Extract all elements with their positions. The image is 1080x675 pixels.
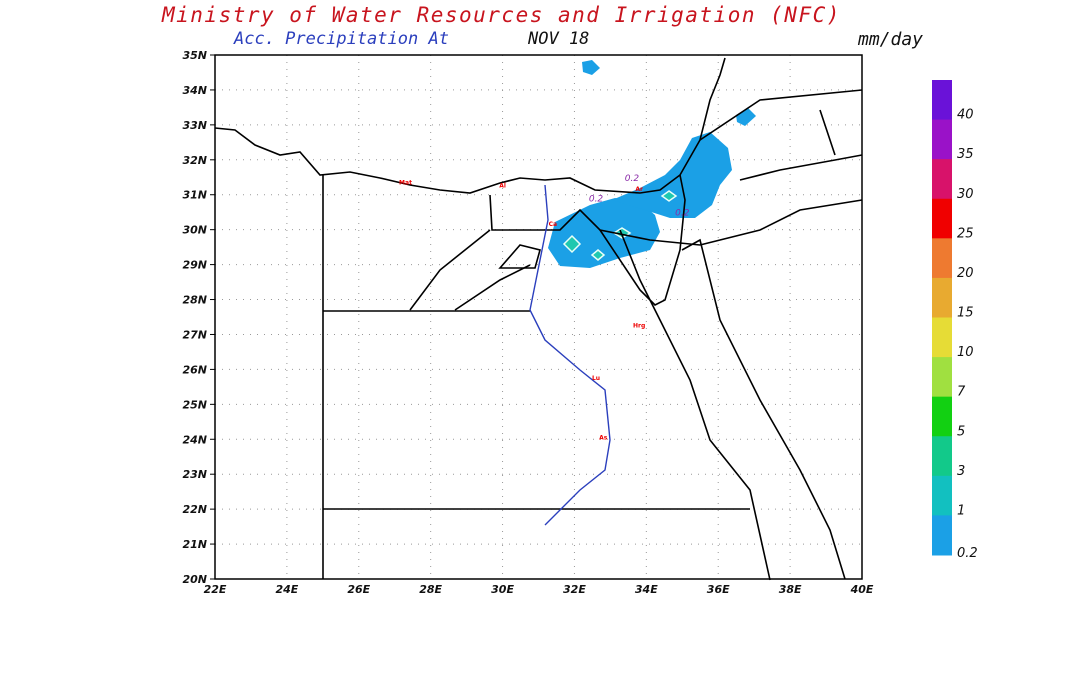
- lat-label: 21N: [182, 538, 207, 551]
- colorbar-swatch: [932, 396, 952, 437]
- lon-label: 30E: [491, 583, 514, 596]
- lon-label: 40E: [850, 583, 874, 596]
- colorbar-swatch: [932, 277, 952, 318]
- colorbar-level-label: 15: [957, 306, 974, 321]
- nile-river: [529, 184, 611, 526]
- colorbar-level-label: 5: [957, 424, 965, 439]
- colorbar-swatch: [932, 475, 952, 516]
- lat-label: 25N: [182, 398, 207, 411]
- rain-area-north: [582, 60, 600, 75]
- lat-label: 22N: [182, 503, 207, 516]
- colorbar-level-label: 10: [957, 345, 974, 360]
- station-label: Ar: [635, 186, 643, 193]
- lat-label: 34N: [182, 84, 207, 97]
- colorbar-level-label: 25: [957, 226, 974, 241]
- station-label: Lu: [592, 375, 600, 382]
- units-label: mm/day: [858, 29, 924, 50]
- lat-label: 33N: [182, 119, 207, 132]
- map-frame: [214, 54, 863, 580]
- contour-labels: 0.2 0.2 0.2: [589, 174, 690, 219]
- station-label: As: [599, 434, 608, 441]
- contour-label: 0.2: [625, 174, 640, 184]
- rain-area-delta: [548, 198, 660, 268]
- colorbar-level-label: 40: [957, 108, 974, 123]
- colorbar-level-label: 30: [957, 187, 974, 202]
- coastlines-borders: [214, 57, 863, 581]
- colorbar-level-label: 35: [957, 147, 974, 162]
- colorbar-swatch: [932, 159, 952, 200]
- contour-label: 0.2: [675, 209, 690, 219]
- colorbar-swatch: [932, 515, 952, 556]
- rain-area-levant: [736, 108, 756, 126]
- colorbar-level-label: 20: [957, 266, 974, 281]
- lon-label: 38E: [779, 583, 802, 596]
- colorbar-level-label: 1: [957, 503, 965, 518]
- map-subtitle: Acc. Precipitation At: [234, 29, 449, 49]
- lon-label: 34E: [635, 583, 658, 596]
- colorbar-swatch: [932, 238, 952, 279]
- colorbar-legend: 40 35 30 25 20 15 10 7 5 3 1 0.2: [932, 80, 978, 561]
- station-label: Al: [499, 183, 506, 190]
- map-date: NOV 18: [528, 29, 590, 49]
- colorbar-level-label: 0.2: [957, 546, 978, 561]
- station-label: Ca: [549, 221, 557, 228]
- lat-label: 20N: [182, 573, 207, 586]
- colorbar-level-label: 3: [957, 464, 965, 479]
- rain-area-sinai: [612, 132, 732, 218]
- precipitation-areas: [548, 60, 756, 268]
- gridlines: [214, 54, 863, 580]
- colorbar-swatch: [932, 198, 952, 239]
- lon-label: 28E: [419, 583, 442, 596]
- lat-label: 28N: [182, 294, 207, 307]
- colorbar-swatch: [932, 119, 952, 160]
- colorbar-swatch: [932, 436, 952, 477]
- lon-label: 36E: [707, 583, 730, 596]
- lat-label: 31N: [182, 189, 207, 202]
- station-label: Mat: [399, 179, 412, 186]
- lat-label: 24N: [182, 433, 207, 446]
- lat-label: 29N: [182, 259, 207, 272]
- station-label: Hrg: [633, 322, 645, 329]
- colorbar-swatch: [932, 357, 952, 398]
- lat-label: 23N: [182, 468, 207, 481]
- map-title: Ministry of Water Resources and Irrigati…: [162, 3, 841, 27]
- contour-label: 0.2: [589, 195, 604, 205]
- lon-label: 24E: [275, 583, 298, 596]
- lat-label: 30N: [182, 224, 207, 237]
- lon-label: 32E: [563, 583, 586, 596]
- colorbar-level-label: 7: [957, 385, 966, 400]
- colorbar-swatch: [932, 80, 952, 121]
- lon-label: 26E: [347, 583, 370, 596]
- colorbar-swatch: [932, 317, 952, 358]
- lat-label: 35N: [182, 49, 207, 62]
- axis-labels: 35N 34N 33N 32N 31N 30N 29N 28N 27N 26N 25N 24N 23N 2…: [182, 49, 873, 596]
- lat-label: 26N: [182, 363, 207, 376]
- lon-label: 22E: [204, 583, 227, 596]
- lat-label: 32N: [182, 154, 207, 167]
- station-labels: Mat Al Ca Ar Hrg Lu As: [399, 179, 645, 441]
- lat-label: 27N: [182, 328, 207, 341]
